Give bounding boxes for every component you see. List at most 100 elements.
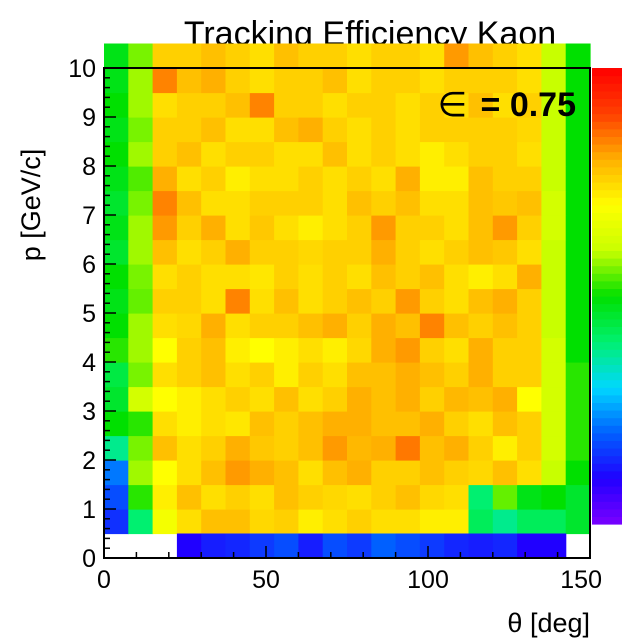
heatmap-cell: [274, 288, 299, 314]
heatmap-cell: [249, 411, 275, 437]
colorbar-segment: [592, 341, 622, 350]
heatmap-cell: [492, 435, 518, 461]
heatmap-cell: [128, 117, 154, 143]
colorbar-segment: [592, 493, 622, 502]
heatmap-cell: [492, 460, 518, 486]
heatmap-cell: [249, 533, 275, 558]
heatmap-cell: [225, 141, 251, 167]
heatmap-cell: [517, 215, 542, 241]
colorbar-segment: [592, 455, 622, 464]
heatmap-cell: [322, 264, 348, 290]
heatmap-cell: [249, 117, 275, 143]
heatmap-cell: [298, 386, 324, 412]
x-tick-label: 150: [560, 566, 602, 594]
heatmap-cell: [274, 337, 299, 363]
heatmap-cell: [517, 288, 542, 314]
heatmap-cell: [152, 166, 178, 192]
heatmap-cell: [152, 264, 178, 290]
heatmap-cell: [176, 460, 202, 486]
heatmap-cell: [492, 264, 518, 290]
heatmap-cell: [152, 460, 178, 486]
heatmap-cell: [395, 215, 421, 241]
heatmap-cell: [419, 484, 445, 510]
heatmap-cell: [225, 68, 251, 94]
heatmap-cell: [104, 117, 129, 143]
heatmap-cell: [419, 411, 445, 437]
heatmap-cell: [176, 43, 202, 69]
heatmap-cell: [201, 68, 227, 94]
heatmap-cell: [128, 264, 154, 290]
heatmap-cell: [176, 68, 202, 94]
heatmap-cell: [517, 460, 542, 486]
heatmap-cell: [298, 117, 324, 143]
colorbar-segment: [592, 273, 622, 282]
heatmap-cell: [322, 141, 348, 167]
heatmap-cell: [517, 117, 542, 143]
colorbar-segment: [592, 197, 622, 206]
heatmap-cell: [104, 362, 129, 388]
heatmap-cell: [298, 460, 324, 486]
heatmap-cell: [395, 313, 421, 339]
heatmap-cell: [347, 386, 372, 412]
heatmap-cell: [565, 386, 591, 412]
heatmap-cell: [225, 190, 251, 216]
heatmap-cell: [565, 484, 591, 510]
heatmap-cell: [152, 288, 178, 314]
heatmap-cell: [444, 117, 470, 143]
heatmap-cell: [274, 117, 299, 143]
heatmap-cell: [347, 117, 372, 143]
heatmap-cell: [201, 215, 227, 241]
efficiency-annotation: ∈ = 0.75: [437, 86, 576, 124]
heatmap-cell: [492, 239, 518, 265]
heatmap-cell: [176, 362, 202, 388]
heatmap-cell: [541, 533, 567, 558]
heatmap-cell: [468, 460, 494, 486]
x-tick-label: 100: [407, 566, 449, 594]
heatmap-cell: [104, 166, 129, 192]
heatmap-cell: [298, 264, 324, 290]
heatmap-cell: [419, 215, 445, 241]
heatmap-cell: [444, 386, 470, 412]
colorbar-segment: [592, 182, 622, 191]
heatmap-cell: [128, 435, 154, 461]
heatmap-cell: [104, 484, 129, 510]
heatmap-cell: [322, 337, 348, 363]
heatmap-cell: [395, 166, 421, 192]
heatmap-cell: [249, 190, 275, 216]
heatmap-cell: [322, 313, 348, 339]
heatmap-cell: [395, 509, 421, 535]
heatmap-cell: [249, 92, 275, 118]
heatmap-cell: [444, 362, 470, 388]
heatmap-cell: [128, 484, 154, 510]
colorbar-segment: [592, 90, 622, 99]
heatmap-cell: [128, 68, 154, 94]
colorbar-segment: [592, 478, 622, 487]
heatmap-cell: [419, 239, 445, 265]
heatmap-cell: [274, 239, 299, 265]
colorbar-segment: [592, 296, 622, 305]
heatmap-cell: [201, 288, 227, 314]
heatmap-cell: [274, 435, 299, 461]
heatmap-cell: [517, 337, 542, 363]
heatmap-cell: [492, 190, 518, 216]
colorbar-segment: [592, 501, 622, 510]
heatmap-cell: [371, 117, 397, 143]
colorbar-segment: [592, 288, 622, 297]
heatmap-cell: [517, 313, 542, 339]
heatmap-cell: [347, 362, 372, 388]
heatmap-cell: [395, 117, 421, 143]
heatmap-cell: [395, 411, 421, 437]
heatmap-cell: [249, 43, 275, 69]
heatmap-cell: [128, 92, 154, 118]
heatmap-cell: [298, 92, 324, 118]
heatmap-cell: [444, 43, 470, 69]
heatmap-cell: [201, 117, 227, 143]
heatmap-cell: [565, 288, 591, 314]
heatmap-cell: [249, 386, 275, 412]
colorbar-segment: [592, 220, 622, 229]
heatmap-cell: [298, 362, 324, 388]
heatmap-cell: [492, 43, 518, 69]
heatmap-cell: [176, 288, 202, 314]
heatmap-cell: [176, 92, 202, 118]
heatmap-cell: [298, 435, 324, 461]
